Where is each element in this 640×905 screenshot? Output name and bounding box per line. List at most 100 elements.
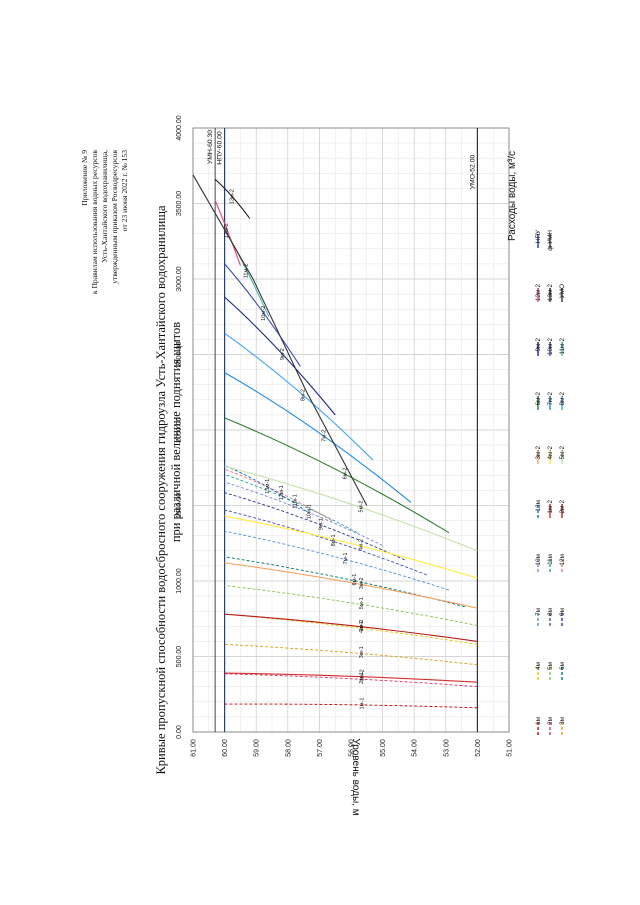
series-line-5м-2: [224, 465, 478, 552]
series-line-9м-2: [224, 296, 336, 416]
annex-line: Усть-Хантайского водохранилища,: [100, 150, 109, 263]
legend-label: 13м-2: [547, 284, 554, 301]
series-line-2м: [224, 673, 478, 688]
series-label-13м: 13м-1: [265, 479, 271, 494]
series-label-12м-2: 12м-2: [224, 223, 230, 238]
h-tick-label: 53.00: [443, 739, 450, 757]
series-label-1м: 1м-1: [359, 698, 365, 710]
legend-label: 13м: [535, 500, 542, 511]
legend-label: 4м: [535, 662, 542, 670]
series-label-3м: 3м-1: [359, 646, 365, 658]
series-label-4м-2: 4м-2: [359, 539, 365, 551]
series-label-13м-2: 13м-2: [230, 189, 236, 204]
series-line-7м: [224, 530, 450, 591]
legend-label: 4м-2: [547, 446, 554, 460]
q-tick-label: 3000.00: [176, 266, 183, 291]
legend-label: 5м: [547, 662, 554, 670]
series-line-6м-2: [224, 417, 450, 534]
annex-line: Приложение № 9: [80, 150, 89, 206]
legend-label: 3м: [559, 717, 566, 725]
legend-label: 10м: [535, 554, 542, 565]
y-axis-label: Уровень воды, м: [350, 738, 361, 815]
legend-label: НПУ: [535, 229, 542, 243]
series-line-12м: [224, 468, 333, 521]
ref-label-УМН: УМН-60.30: [207, 130, 214, 164]
h-tick-label: 52.00: [475, 739, 482, 757]
annex-line: к Правилам использования водных ресурсов: [90, 150, 99, 295]
legend-label: ф УМН: [547, 230, 554, 251]
series-line-8м-2: [224, 332, 374, 461]
series-line-4м-2: [224, 515, 478, 579]
series-line-11м: [224, 474, 358, 534]
legend-label: 6м: [559, 662, 566, 670]
series-label-10м-2: 10м-2: [261, 306, 267, 321]
legend-label: 10м-2: [547, 338, 554, 355]
series-line-1м-2: [224, 672, 478, 683]
legend-label: 1м: [535, 717, 542, 725]
plot-frame: [192, 127, 510, 733]
q-tick-label: 2000.00: [176, 417, 183, 442]
series-label-9м: 9м-1: [319, 518, 325, 530]
h-tick-label: 60.00: [222, 739, 229, 757]
series-line-8м: [224, 509, 428, 576]
series-label-2м: 2м-1: [359, 672, 365, 684]
h-tick-label: 58.00: [285, 739, 292, 757]
series-line-3м: [224, 643, 478, 666]
legend-label: 1м-2: [547, 500, 554, 514]
h-tick-label: 57.00: [317, 739, 324, 757]
series-label-7м: 7м-1: [343, 552, 349, 564]
q-tick-label: 3500.00: [176, 191, 183, 216]
legend-label: 11м: [547, 554, 554, 565]
x-axis-label: Расходы воды, м³/с: [507, 151, 518, 241]
series-label-12м: 12м-1: [279, 485, 285, 500]
series-label-9м-2: 9м-2: [280, 348, 286, 360]
legend-label: 12м-2: [535, 284, 542, 301]
series-line-12м-2: [214, 200, 241, 266]
envelope-line: [192, 174, 368, 506]
series-line-10м: [224, 481, 383, 546]
series-line-9м: [224, 492, 405, 561]
q-tick-label: 2500.00: [176, 342, 183, 367]
q-tick-label: 4000.00: [176, 115, 183, 140]
legend-label: 2м-2: [559, 500, 566, 514]
q-tick-label: 1500.00: [176, 493, 183, 518]
series-label-10м: 10м-1: [307, 504, 313, 519]
series-label-5м: 5м-1: [359, 597, 365, 609]
legend-label: 9м: [559, 608, 566, 616]
legend-label: 12м: [559, 554, 566, 565]
legend-label: 3м-2: [535, 446, 542, 460]
legend-label: 8м-2: [559, 392, 566, 406]
series-line-13м: [224, 465, 308, 512]
legend-label: 7м: [535, 608, 542, 616]
legend-label: 7м-2: [547, 392, 554, 406]
series-label-8м: 8м-1: [331, 534, 337, 546]
legend-label: 8м: [547, 608, 554, 616]
series-line-3м-2: [224, 562, 478, 609]
series-line-10м-2: [224, 263, 301, 367]
q-tick-label: 500.00: [176, 646, 183, 668]
h-tick-label: 51.00: [507, 739, 514, 757]
legend-label: 5м-2: [559, 446, 566, 460]
series-label-3м-2: 3м-2: [359, 577, 365, 589]
h-tick-label: 55.00: [380, 739, 387, 757]
series-label-7м-2: 7м-2: [321, 430, 327, 442]
h-tick-label: 61.00: [191, 739, 198, 757]
legend-label: 2м: [547, 717, 554, 725]
series-label-1м-2: 1м-2: [359, 669, 365, 681]
series-label-11м-2: 11м-2: [244, 264, 250, 279]
chart-title: Кривые пропускной способности водосбросн…: [154, 205, 168, 775]
h-tick-label: 59.00: [254, 739, 261, 757]
q-tick-label: 1000.00: [176, 568, 183, 593]
ref-label-УМО: УМО-52.00: [469, 155, 476, 190]
ref-label-НПУ: НПУ-60.00: [217, 131, 224, 165]
series-line-4м: [224, 613, 478, 645]
series-label-6м: 6м-1: [352, 574, 358, 586]
series-line-13м-2: [214, 178, 251, 219]
series-label-5м-2: 5м-2: [358, 501, 364, 513]
grid: [192, 127, 510, 733]
series-label-11м: 11м-1: [293, 494, 299, 509]
chart-subtitle: при различной величине поднятия щитов: [169, 322, 183, 542]
legend-label: 6м-2: [535, 392, 542, 406]
